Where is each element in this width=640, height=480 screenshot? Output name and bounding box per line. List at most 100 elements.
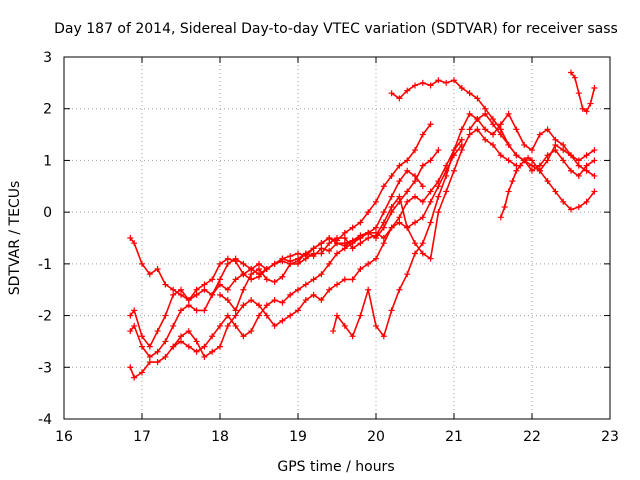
data-point	[505, 157, 512, 164]
y-tick-label: 1	[43, 153, 52, 169]
data-point	[419, 240, 426, 247]
data-point	[178, 338, 184, 345]
data-point	[318, 250, 325, 257]
data-point	[490, 121, 496, 128]
data-point	[388, 224, 395, 231]
data-point	[591, 188, 598, 195]
x-tick-label: 23	[601, 429, 619, 445]
data-point	[334, 312, 340, 319]
data-point	[419, 131, 426, 138]
data-point	[178, 286, 184, 293]
y-axis-label: SDTVAR / TECUs	[7, 181, 23, 296]
x-tick-label: 17	[133, 429, 151, 445]
data-point	[295, 250, 301, 257]
data-point	[263, 276, 270, 283]
data-point	[302, 255, 309, 262]
series-trace	[219, 128, 518, 312]
data-point	[256, 302, 262, 309]
data-point	[178, 307, 184, 314]
data-point	[334, 235, 340, 241]
data-point	[412, 178, 418, 185]
data-point	[412, 219, 418, 226]
data-point	[435, 209, 442, 216]
data-point	[575, 90, 582, 97]
data-point	[295, 307, 301, 314]
data-point	[248, 328, 255, 335]
data-point	[310, 291, 317, 298]
data-point	[201, 343, 208, 350]
data-point	[357, 235, 364, 241]
data-point	[404, 87, 411, 94]
data-point	[232, 276, 239, 283]
data-point	[139, 260, 145, 267]
data-point	[529, 167, 535, 174]
data-point	[334, 281, 340, 288]
data-point	[240, 271, 247, 278]
data-point	[178, 291, 184, 298]
data-point	[412, 240, 418, 247]
data-point	[412, 193, 418, 200]
data-point	[544, 157, 551, 164]
data-point	[458, 126, 465, 133]
data-point	[341, 276, 348, 283]
data-point	[295, 255, 301, 262]
data-point	[560, 147, 567, 154]
series-trace	[172, 144, 463, 358]
data-point	[170, 322, 177, 329]
data-point	[513, 167, 520, 174]
data-point	[185, 328, 192, 335]
x-axis-label: GPS time / hours	[277, 459, 394, 475]
data-point	[388, 203, 395, 210]
data-point	[560, 198, 567, 205]
x-tick-label: 22	[523, 429, 541, 445]
data-point	[131, 322, 138, 329]
data-point	[302, 297, 309, 304]
data-point	[193, 291, 200, 298]
data-point	[579, 105, 586, 112]
data-point	[318, 245, 325, 252]
data-point	[217, 343, 223, 350]
data-point	[529, 157, 535, 164]
data-point	[127, 364, 134, 371]
data-point	[279, 273, 286, 280]
data-point	[466, 131, 473, 138]
data-point	[193, 338, 200, 345]
data-point	[232, 255, 239, 262]
data-point	[162, 281, 169, 288]
data-point	[583, 108, 590, 115]
data-point	[404, 188, 411, 195]
data-point	[162, 312, 169, 319]
data-point	[521, 157, 528, 164]
data-point	[127, 328, 134, 335]
data-point	[571, 74, 578, 81]
series-trace-4	[127, 167, 426, 381]
data-point	[419, 162, 426, 169]
data-point	[380, 183, 387, 190]
data-point	[529, 147, 535, 154]
data-point	[591, 85, 598, 92]
series-trace-10	[466, 110, 598, 179]
data-point	[396, 178, 403, 185]
data-point	[287, 253, 294, 260]
data-point	[412, 172, 418, 179]
data-point	[326, 260, 333, 267]
data-point	[287, 260, 294, 267]
data-point	[209, 348, 216, 355]
data-point	[131, 240, 138, 247]
data-point	[419, 183, 426, 190]
y-tick-label: -2	[38, 309, 52, 325]
data-point	[482, 110, 489, 117]
data-point	[365, 260, 372, 267]
data-point	[193, 348, 200, 355]
data-point	[170, 291, 177, 298]
data-point	[529, 162, 535, 169]
y-tick-label: -1	[38, 257, 52, 273]
data-point	[318, 297, 325, 304]
data-point	[568, 206, 574, 213]
data-point	[521, 141, 528, 148]
data-point	[365, 209, 372, 216]
data-point	[185, 302, 192, 309]
y-tick-label: 3	[43, 50, 52, 66]
data-point	[404, 271, 411, 278]
